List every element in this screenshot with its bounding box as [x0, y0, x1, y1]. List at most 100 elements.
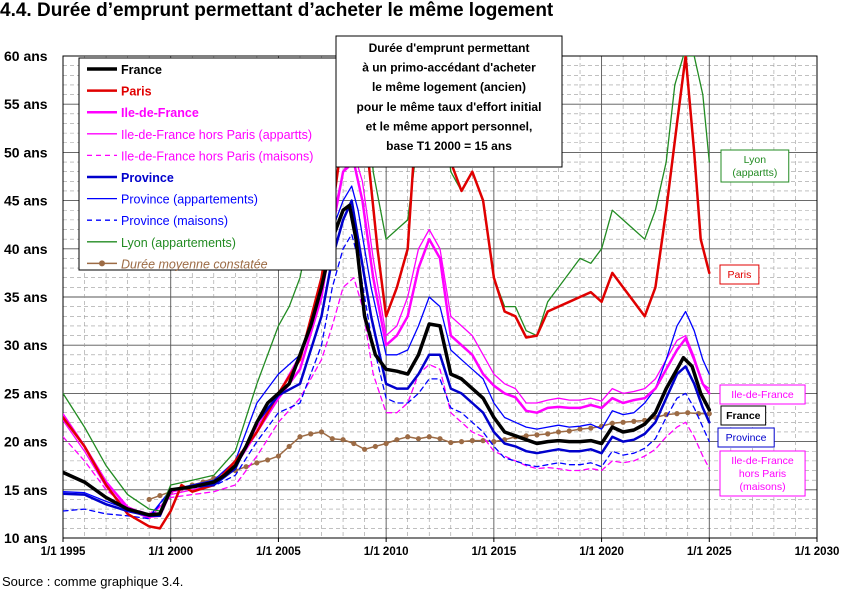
chart-legend: France Paris Ile-de-France Ile-de-France ho… — [78, 57, 337, 271]
x-tick-label: 1/1 2010 — [364, 546, 409, 558]
legend-label: France — [121, 63, 162, 77]
series-point — [405, 434, 411, 440]
y-tick-label: 60 ans — [4, 48, 48, 64]
x-tick-label: 1/1 1995 — [41, 546, 86, 558]
annotation-line: le même logement (ancien) — [372, 80, 526, 94]
end-label-box — [720, 405, 767, 426]
series-point — [523, 433, 529, 439]
series-point — [340, 437, 346, 443]
end-label-ile-de-france-hors-paris-maisons: hors Paris — [739, 468, 786, 480]
series-point — [588, 425, 594, 431]
series-line-france — [63, 203, 712, 517]
y-tick-label: 10 ans — [4, 530, 48, 546]
series-point — [329, 436, 335, 442]
series-point — [265, 457, 271, 463]
series-point — [157, 492, 163, 499]
annotation-line: à un primo-accédant d'acheter — [362, 61, 536, 75]
y-tick-label: 55 ans — [4, 96, 48, 112]
end-label-province: Province — [726, 432, 767, 444]
series-end-labels: FranceParisIle-de-FranceIle-de-Francehor… — [717, 149, 806, 497]
y-tick-label: 30 ans — [4, 337, 48, 353]
series-line-ile-de-france-hors-paris-maisons — [63, 277, 710, 515]
series-point — [674, 411, 680, 417]
series-line-province-appartements — [63, 185, 710, 518]
series-point — [254, 460, 260, 466]
end-label-box — [717, 427, 775, 448]
end-label-ile-de-france-hors-paris-maisons: (maisons) — [739, 481, 785, 493]
series-point — [394, 437, 400, 443]
annotation-line: Durée d'emprunt permettant — [369, 41, 530, 55]
annotation-line: et le même apport personnel, — [366, 119, 533, 133]
legend-label: Durée moyenne constatée — [121, 257, 268, 271]
y-tick-label: 25 ans — [4, 385, 48, 401]
series-point — [275, 453, 282, 459]
x-tick-label: 1/1 2025 — [687, 546, 732, 558]
series-point — [243, 464, 249, 470]
legend-box — [78, 57, 337, 271]
series-point — [620, 419, 626, 425]
y-tick-label: 45 ans — [4, 193, 48, 209]
series-point — [415, 436, 422, 442]
series-point — [383, 440, 389, 447]
series-point — [318, 429, 325, 435]
series-point — [146, 496, 152, 503]
series-point — [577, 426, 583, 432]
end-label-ile-de-france: Ile-de-France — [731, 389, 794, 401]
end-label-box — [719, 264, 760, 285]
end-label-paris: Paris — [727, 269, 751, 281]
end-label-lyon-appartements: (appartts) — [732, 167, 777, 179]
end-label-box — [719, 384, 806, 405]
legend-label: Ile-de-France hors Paris (appartts) — [121, 128, 312, 142]
x-tick-label: 1/1 2000 — [148, 546, 193, 558]
series-point — [437, 436, 443, 442]
series-point — [545, 431, 551, 437]
legend-label: Ile-de-France hors Paris (maisons) — [121, 149, 313, 163]
series-point — [286, 443, 292, 450]
legend-label: Lyon (appartements) — [121, 236, 236, 250]
series-point — [685, 410, 691, 416]
series-point — [631, 418, 637, 424]
series-point — [448, 439, 454, 446]
series-point — [566, 428, 572, 434]
series-point — [706, 411, 712, 417]
x-tick-label: 1/1 2005 — [256, 546, 301, 558]
series-point — [491, 439, 497, 445]
legend-label: Province (appartements) — [121, 193, 258, 207]
series-point — [555, 429, 562, 435]
chart-title: 4.4. Durée d’emprunt permettant d’achete… — [0, 0, 554, 21]
series-point — [426, 434, 432, 440]
annotation-line: base T1 2000 = 15 ans — [386, 139, 512, 153]
source-note: Source : comme graphique 3.4. — [2, 574, 184, 589]
end-label-ile-de-france-hors-paris-maisons: Ile-de-France — [731, 455, 794, 467]
end-label-france: France — [726, 410, 761, 422]
series-line-province-maisons — [63, 233, 710, 520]
annotation-box: Durée d'emprunt permettant à un primo-acc… — [335, 35, 563, 168]
end-label-box — [719, 450, 806, 497]
series-point — [609, 420, 615, 426]
y-tick-label: 40 ans — [4, 241, 48, 257]
series-point — [458, 439, 465, 445]
y-tick-label: 15 ans — [4, 482, 48, 498]
annotation-line: pour le même taux d'effort initial — [357, 100, 542, 114]
chart: 10 ans 15 ans 20 ans 25 ans 30 ans 35 ans 40 a… — [4, 35, 839, 558]
legend-label: Ile-de-France — [121, 106, 199, 120]
series-point — [469, 438, 475, 444]
x-tick-label: 1/1 2015 — [471, 546, 516, 558]
series-point — [297, 434, 303, 440]
y-tick-label: 20 ans — [4, 434, 48, 450]
legend-label: Paris — [121, 85, 152, 99]
legend-label: Province — [121, 171, 174, 185]
series-point — [480, 438, 486, 444]
x-axis-ticks: 1/1 1995 1/1 2000 1/1 2005 1/1 2010 1/1 2015… — [41, 538, 839, 558]
series-point — [372, 443, 378, 450]
x-tick-label: 1/1 2020 — [579, 546, 624, 558]
series-point — [351, 440, 357, 447]
annotation-frame — [335, 35, 563, 168]
legend-swatch-marker — [99, 260, 105, 267]
legend-label: Province (maisons) — [121, 214, 228, 228]
y-tick-label: 50 ans — [4, 144, 48, 160]
end-label-box — [720, 149, 790, 183]
y-axis-ticks: 10 ans 15 ans 20 ans 25 ans 30 ans 35 ans 40 a… — [4, 48, 48, 546]
series-point — [534, 432, 540, 438]
y-tick-label: 35 ans — [4, 289, 48, 305]
